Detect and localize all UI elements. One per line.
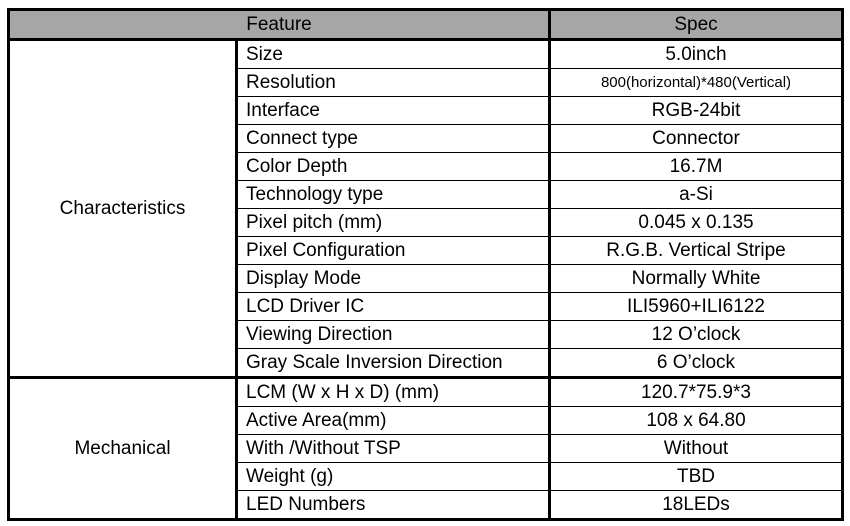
feature-cell: Technology type: [236, 180, 551, 209]
feature-cell: Connect type: [236, 124, 551, 153]
feature-cell: Pixel pitch (mm): [236, 208, 551, 237]
feature-cell: Color Depth: [236, 152, 551, 181]
table-row: LED Numbers 18LEDs: [9, 490, 843, 520]
spec-cell: Normally White: [549, 264, 843, 293]
table-row: Color Depth 16.7M: [9, 152, 843, 181]
spec-cell: TBD: [549, 462, 843, 491]
spec-cell: 6 O’clock: [549, 348, 843, 378]
table-row: Connect type Connector: [9, 124, 843, 153]
feature-cell: Active Area(mm): [236, 406, 551, 435]
table-row: Technology type a-Si: [9, 180, 843, 209]
table-row: Resolution 800(horizontal)*480(Vertical): [9, 68, 843, 97]
feature-cell: With /Without TSP: [236, 434, 551, 463]
feature-cell: Resolution: [236, 68, 551, 97]
spec-cell: 5.0inch: [549, 39, 843, 69]
spec-cell: ILI5960+ILI6122: [549, 292, 843, 321]
feature-cell: LCM (W x H x D) (mm): [236, 376, 551, 407]
spec-table: Feature Spec Characteristics Size 5.0inch R…: [7, 8, 844, 521]
spec-cell: 120.7*75.9*3: [549, 376, 843, 407]
group-label: Characteristics: [8, 39, 238, 378]
feature-cell: LCD Driver IC: [236, 292, 551, 321]
feature-cell: Display Mode: [236, 264, 551, 293]
table-row: With /Without TSP Without: [9, 434, 843, 463]
feature-cell: Weight (g): [236, 462, 551, 491]
spec-cell: Connector: [549, 124, 843, 153]
table-row: Pixel pitch (mm) 0.045 x 0.135: [9, 208, 843, 237]
spec-cell: 800(horizontal)*480(Vertical): [549, 68, 843, 97]
feature-cell: LED Numbers: [236, 490, 551, 520]
spec-cell: R.G.B. Vertical Stripe: [549, 236, 843, 265]
table-row: Weight (g) TBD: [9, 462, 843, 491]
feature-cell: Viewing Direction: [236, 320, 551, 349]
spec-cell: 16.7M: [549, 152, 843, 181]
spec-cell: 12 O’clock: [549, 320, 843, 349]
spec-cell: RGB-24bit: [549, 96, 843, 125]
table-row: Gray Scale Inversion Direction 6 O’clock: [9, 348, 843, 378]
group-label: Mechanical: [8, 376, 238, 520]
spec-cell: 0.045 x 0.135: [549, 208, 843, 237]
header-row: Feature Spec: [8, 9, 843, 41]
feature-cell: Size: [236, 39, 551, 69]
table-row: Active Area(mm) 108 x 64.80: [9, 406, 843, 435]
table-row: Pixel Configuration R.G.B. Vertical Strip…: [9, 236, 843, 265]
table-row: Interface RGB-24bit: [9, 96, 843, 125]
feature-header: Feature: [8, 9, 550, 41]
table-row: Mechanical LCM (W x H x D) (mm) 120.7*75.9…: [8, 376, 843, 520]
feature-cell: Pixel Configuration: [236, 236, 551, 265]
table-row: Display Mode Normally White: [9, 264, 843, 293]
table-row: LCD Driver IC ILI5960+ILI6122: [9, 292, 843, 321]
spec-cell: a-Si: [549, 180, 843, 209]
spec-cell: Without: [549, 434, 843, 463]
table-row: Viewing Direction 12 O’clock: [9, 320, 843, 349]
feature-cell: Gray Scale Inversion Direction: [236, 348, 551, 378]
feature-cell: Interface: [236, 96, 551, 125]
table-row: Characteristics Size 5.0inch: [8, 39, 843, 378]
spec-cell: 18LEDs: [549, 490, 843, 520]
spec-cell: 108 x 64.80: [549, 406, 843, 435]
spec-header: Spec: [548, 9, 843, 41]
